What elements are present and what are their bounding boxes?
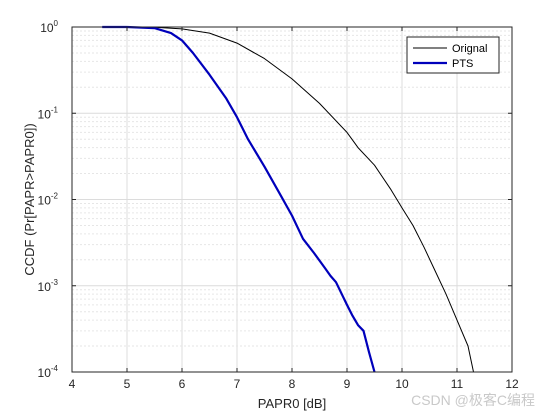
y-axis-label: CCDF (Pr[PAPR>PAPR0]): [22, 123, 37, 275]
y-tick-label: 10-2: [38, 192, 59, 208]
x-tick-label: 6: [179, 377, 186, 391]
series-line-1: [102, 25, 376, 373]
legend-label-1: PTS: [452, 58, 473, 70]
legend-box: [406, 36, 500, 74]
watermark: CSDN @极客C编程: [411, 392, 535, 408]
legend-label-0: Orignal: [452, 43, 487, 55]
x-axis-label: PAPR0 [dB]: [258, 396, 326, 411]
y-tick-label: 10-4: [38, 364, 59, 380]
x-tick-label: 8: [289, 377, 296, 391]
y-tick-label: 10-1: [38, 105, 59, 121]
y-tick-label: 10-3: [38, 278, 59, 294]
series-line-0: [105, 26, 474, 373]
x-tick-label: 4: [69, 377, 76, 391]
x-tick-label: 5: [124, 377, 131, 391]
x-tick-label: 12: [505, 377, 519, 391]
series-lines: [102, 25, 474, 373]
legend: Orignal PTS: [406, 36, 500, 74]
x-ticks: 4 5 6 7 8 9 10 11 12: [69, 27, 519, 391]
x-tick-label: 10: [395, 377, 409, 391]
y-tick-label: 100: [40, 19, 58, 35]
y-ticks: 100 10-1 10-2 10-3 10-4: [38, 19, 512, 380]
x-tick-label: 11: [451, 377, 464, 391]
x-tick-label: 9: [344, 377, 351, 391]
x-tick-label: 7: [234, 377, 241, 391]
